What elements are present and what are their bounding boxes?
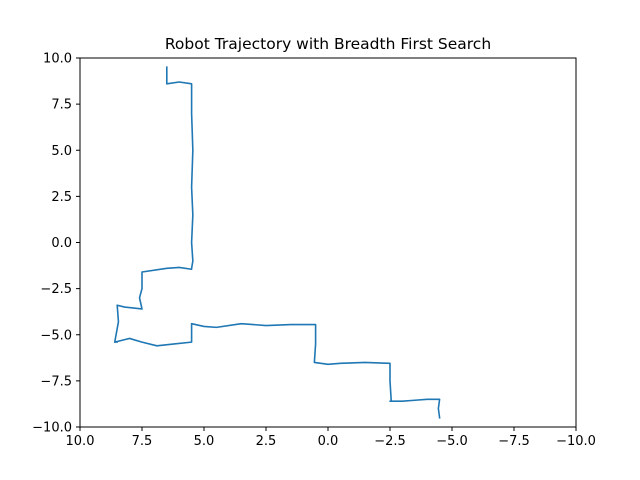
x-tick-label: −10.0 [556, 434, 596, 449]
y-tick-label: 5.0 [51, 144, 72, 159]
x-tick-label: 2.5 [256, 434, 277, 449]
plot-area [113, 66, 441, 419]
y-tick-label: −10.0 [32, 421, 72, 436]
chart-title: Robot Trajectory with Breadth First Sear… [165, 35, 491, 53]
x-tick-label: 10.0 [66, 434, 95, 449]
y-tick-label: −2.5 [40, 282, 72, 297]
trajectory-line-0 [113, 66, 441, 419]
y-tick-label: 0.0 [51, 236, 72, 251]
x-tick-label: −2.5 [374, 434, 406, 449]
x-tick-label: 7.5 [132, 434, 153, 449]
y-tick-label: −5.0 [40, 328, 72, 343]
y-tick-label: 10.0 [43, 52, 72, 67]
y-tick-label: 2.5 [51, 190, 72, 205]
y-tick-label: 7.5 [51, 98, 72, 113]
axes: 10.0 7.5 5.0 2.5 0.0 −2.5 −5.0 −7.5 −10.010.07.5… [32, 52, 596, 450]
x-tick-label: −5.0 [436, 434, 468, 449]
y-tick-label: −7.5 [40, 374, 72, 389]
axes-frame [79, 57, 577, 428]
x-tick-label: −7.5 [498, 434, 530, 449]
x-tick-label: 5.0 [194, 434, 215, 449]
x-tick-label: 0.0 [318, 434, 339, 449]
